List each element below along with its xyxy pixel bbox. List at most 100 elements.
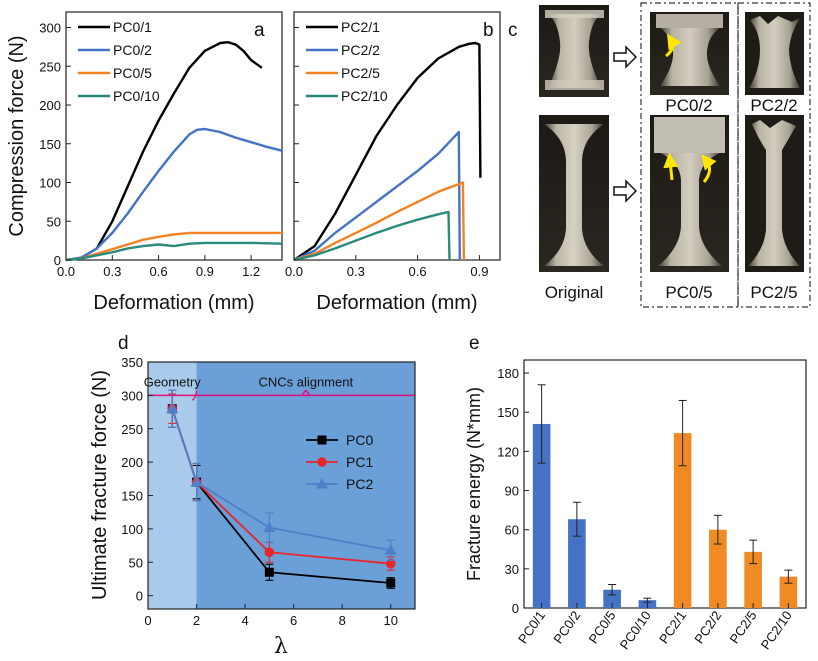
- panel-c-letter: c: [508, 20, 518, 41]
- photo-pc0-2: [650, 12, 729, 95]
- legend-marker: [317, 435, 327, 445]
- x-tick-label: PC2/2: [691, 608, 724, 646]
- photo-frame-pc0: [640, 2, 739, 308]
- x-tick-label: 4: [241, 613, 248, 628]
- panel-b-xlabel: Deformation (mm): [316, 292, 477, 314]
- y-tick-label: 50: [47, 214, 61, 229]
- legend-marker: [317, 457, 327, 467]
- bar-PC2/1: [673, 433, 692, 608]
- photo-pc2-5: [745, 115, 804, 272]
- series-line-PC2/10: [293, 210, 451, 262]
- arrow-icon: [613, 45, 638, 69]
- data-point-PC0: [264, 567, 274, 577]
- y-tick-label: 30: [505, 562, 519, 577]
- x-tick-label: 0.0: [57, 264, 75, 279]
- series-line-PC0/2: [65, 127, 283, 262]
- photo-original-short: [539, 5, 609, 97]
- y-tick-label: 120: [497, 444, 519, 459]
- region-bracket-tick: [192, 390, 198, 401]
- x-tick-label: 1.2: [242, 264, 260, 279]
- bar-PC2/2: [709, 529, 727, 608]
- photo-pc2-2: [745, 12, 804, 95]
- y-tick-label: 300: [39, 21, 61, 36]
- y-tick-label: 300: [121, 388, 143, 403]
- data-point-PC0: [386, 578, 396, 588]
- data-point-PC2: [190, 476, 203, 487]
- x-tick-label: 0.6: [150, 264, 168, 279]
- panel-c-photos: c: [508, 2, 811, 308]
- panel-a-ylabel: Compression force (N): [6, 35, 28, 236]
- legend-label: PC0/5: [113, 65, 152, 81]
- data-point-PC1: [385, 558, 396, 569]
- y-tick-label: 350: [121, 355, 143, 370]
- photo-pc0-5: [650, 115, 729, 272]
- x-tick-label: 0.3: [103, 264, 121, 279]
- panel-e-ylabel: Fracture energy (N*mm): [464, 387, 484, 581]
- series-line-PC2/1: [293, 41, 482, 261]
- panel-b-chart: 0.0 0.3 0.6 0.9 PC2/1 PC2/2 PC2/5 PC2/10 b Def…: [285, 11, 501, 314]
- x-tick-label: 0.9: [470, 264, 488, 279]
- region-label-geometry: Geometry: [144, 374, 202, 389]
- x-tick-label: 10: [383, 613, 397, 628]
- photo-label-original: Original: [545, 283, 604, 302]
- panel-d-ylabel: Ultimate fracture force (N): [89, 370, 111, 600]
- bar-PC2/5: [744, 551, 762, 608]
- data-point-PC2: [166, 402, 179, 414]
- x-tick-label: 0: [144, 613, 151, 628]
- photo-label-pc0-2: PC0/2: [665, 96, 712, 115]
- legend-label: PC2: [346, 476, 373, 492]
- y-tick-label: 0: [512, 601, 519, 616]
- legend-label: PC2/1: [341, 19, 380, 35]
- y-tick-label: 180: [497, 366, 519, 381]
- legend-label: PC0/10: [113, 88, 160, 104]
- x-tick-label: 0.6: [409, 264, 427, 279]
- y-tick-label: 50: [129, 555, 143, 570]
- x-tick-label: PC2/10: [758, 608, 795, 652]
- y-tick-label: 250: [121, 422, 143, 437]
- y-tick-label: 150: [121, 489, 143, 504]
- series-line-PC2/2: [293, 130, 461, 262]
- bar-PC0/5: [603, 589, 621, 608]
- series-line-PC0/10: [65, 241, 283, 262]
- arrow-icon: [613, 179, 638, 203]
- x-tick-label: PC0/1: [515, 608, 548, 646]
- panel-e-letter: e: [469, 333, 480, 354]
- x-tick-label: PC0/10: [617, 608, 654, 652]
- panel-a-chart: 0.0 0.3 0.6 0.9 1.2 0 50 100 150 200 250 300 PC0/1…: [6, 11, 283, 314]
- y-tick-label: 200: [39, 98, 61, 113]
- photo-original-long: [539, 115, 609, 272]
- x-tick-label: PC0/2: [550, 608, 583, 646]
- bar-PC0/2: [568, 519, 586, 608]
- photo-label-pc0-5: PC0/5: [665, 283, 712, 302]
- panel-e-frame: [523, 359, 807, 609]
- series-line-PC2/5: [293, 181, 466, 262]
- x-tick-label: PC2/5: [727, 608, 760, 646]
- x-tick-label: 2: [193, 613, 200, 628]
- y-tick-label: 200: [121, 455, 143, 470]
- y-tick-label: 150: [497, 405, 519, 420]
- panel-d-frame: [147, 361, 416, 610]
- y-tick-label: 150: [39, 137, 61, 152]
- x-tick-label: 8: [339, 613, 346, 628]
- series-line-PC2: [171, 408, 391, 552]
- panel-b-letter: b: [483, 20, 494, 41]
- region-label-cnc: CNCs alignment: [258, 374, 353, 389]
- panel-a-letter: a: [254, 20, 265, 41]
- x-tick-label: PC2/1: [656, 608, 689, 646]
- panel-d-letter: d: [118, 333, 129, 354]
- x-tick-label: PC0/5: [586, 608, 619, 646]
- y-tick-label: 100: [121, 522, 143, 537]
- y-tick-label: 0: [54, 253, 61, 268]
- legend-label: PC0: [346, 432, 373, 448]
- legend-label: PC2/2: [341, 42, 380, 58]
- panel-b-frame: [293, 11, 501, 261]
- y-tick-label: 0: [136, 589, 143, 604]
- legend-label: PC1: [346, 454, 373, 470]
- y-tick-label: 250: [39, 59, 61, 74]
- y-tick-label: 100: [39, 176, 61, 191]
- panel-d-xlabel: λ: [274, 634, 288, 659]
- x-tick-label: 0.3: [347, 264, 365, 279]
- panel-a-frame: [65, 11, 283, 261]
